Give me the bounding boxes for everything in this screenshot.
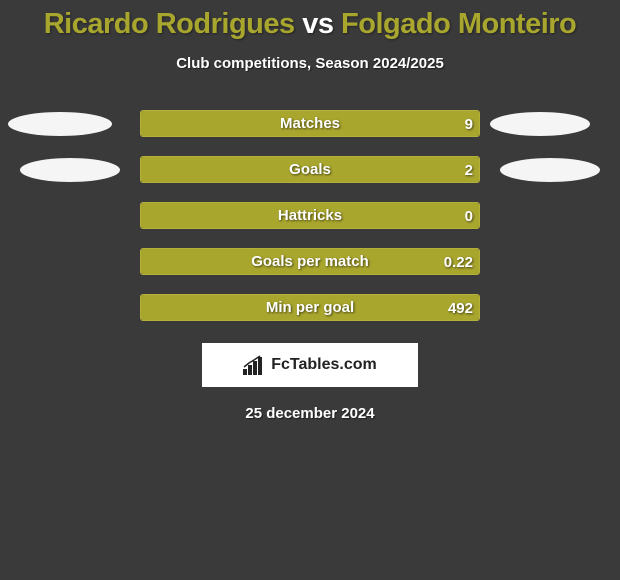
stat-bar-fill [141,249,479,274]
chart-icon [243,355,265,375]
stat-bar-fill [141,295,479,320]
stats-chart: 9Matches 2Goals 0Hattricks 0.22Goals per ma… [0,110,620,321]
vs-separator: vs [302,8,333,40]
decorative-ellipse [20,158,120,182]
decorative-ellipse [490,112,590,136]
stat-bar-fill [141,157,479,182]
stat-row: 0.22Goals per match [0,248,620,275]
player2-name: Folgado Monteiro [341,8,576,40]
brand-text: FcTables.com [271,356,377,374]
stat-bar: 492 [140,294,480,321]
stat-row: 492Min per goal [0,294,620,321]
stat-bar-fill [141,203,479,228]
decorative-ellipse [8,112,112,136]
page-title: Ricardo Rodrigues vs Folgado Monteiro [0,0,620,41]
decorative-ellipse [500,158,600,182]
stat-bar: 0.22 [140,248,480,275]
stat-bar: 2 [140,156,480,183]
stat-row: 9Matches [0,110,620,137]
stat-row: 0Hattricks [0,202,620,229]
subtitle: Club competitions, Season 2024/2025 [0,55,620,72]
stat-bar: 9 [140,110,480,137]
player1-name: Ricardo Rodrigues [44,8,295,40]
brand-badge: FcTables.com [202,343,418,387]
stat-bar-fill [141,111,479,136]
stat-bar: 0 [140,202,480,229]
footer-date: 25 december 2024 [0,405,620,422]
stat-row: 2Goals [0,156,620,183]
